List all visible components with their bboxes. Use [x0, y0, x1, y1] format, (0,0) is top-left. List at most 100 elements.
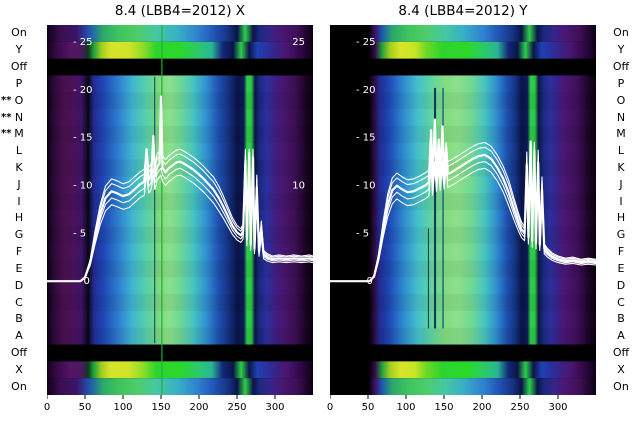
row-label-right: G	[616, 228, 626, 242]
star-marker: **	[1, 128, 12, 140]
y-tick-label-inner-left: - 5	[73, 228, 86, 239]
row-label-right: X	[617, 362, 625, 376]
row-label-right: I	[619, 194, 623, 208]
row-label-left: Off	[10, 60, 28, 74]
row-label-right: On	[613, 379, 629, 393]
row-label-left: D	[14, 278, 24, 292]
row-label-left: L	[15, 144, 23, 158]
row-label-left: C	[15, 295, 23, 309]
row-labels-right: On Y Off P O N M L K J I H G F E D C B A Off X On	[602, 0, 640, 440]
heatmap-main-band	[47, 75, 313, 345]
row-label-left: J	[17, 177, 21, 191]
x-tick-label: 250	[510, 402, 530, 413]
row-label-right: O	[616, 93, 626, 107]
x-tick-label: 50	[78, 402, 92, 413]
x-tick-label: 0	[326, 402, 334, 413]
panel-y: - 25 - 20 - 15 - 10 - 5 0	[330, 25, 596, 401]
row-label-right: Y	[617, 43, 625, 57]
row-label-right: C	[617, 295, 625, 309]
heatmap-vertical-line	[442, 87, 444, 329]
row-label-left: Y	[15, 43, 23, 57]
x-tick-label: 150	[434, 402, 454, 413]
x-axis-labels-x: 0 50 100 150 200 250 300	[43, 402, 313, 416]
heatmap-vertical-line	[154, 76, 156, 344]
row-label-left: F	[15, 245, 23, 259]
heatmap-main-band	[330, 75, 596, 345]
y-tick-label-inner-left: - 10	[73, 181, 93, 192]
y-tick-label-inner-left: - 15	[356, 133, 376, 144]
row-label-left: N	[14, 110, 24, 124]
x-tick-label: 250	[227, 402, 247, 413]
panel-title-y: 8.4 (LBB4=2012) Y	[398, 3, 528, 19]
heatmap-vertical-line	[434, 87, 437, 329]
row-label-left: H	[14, 211, 24, 225]
row-label-right: On	[613, 26, 629, 40]
row-label-right: H	[616, 211, 626, 225]
y-tick-label-inner-right: 25	[292, 37, 305, 48]
star-marker: **	[1, 111, 12, 123]
star-marker: **	[1, 94, 12, 106]
row-label-left: P	[15, 76, 23, 90]
heatmap-on-row	[47, 378, 313, 395]
y-tick-label-inner-left: 0	[367, 276, 373, 287]
row-labels-left: On Y Off P O ** N ** M ** L K J I H G F E D C B A Off X On	[0, 0, 38, 440]
white-trace-bundle	[330, 118, 596, 283]
row-label-left: I	[17, 194, 21, 208]
trace-main	[47, 95, 313, 283]
row-label-right: K	[617, 160, 625, 174]
y-tick-label-inner-left: 0	[84, 276, 90, 287]
row-label-right: Off	[612, 345, 630, 359]
row-label-left: E	[15, 261, 23, 275]
row-label-left: X	[15, 362, 23, 376]
row-label-left: B	[15, 312, 23, 326]
y-tick-label-inner-left: - 25	[356, 37, 376, 48]
x-axis-labels-y: 0 50 100 150 200 250 300	[326, 402, 596, 416]
panel-title-x: 8.4 (LBB4=2012) X	[114, 3, 246, 19]
row-label-right: D	[616, 278, 626, 292]
y-tick-label-inner-left: - 5	[356, 228, 369, 239]
row-label-right: E	[617, 261, 625, 275]
heatmap-bright-band-row	[47, 361, 313, 379]
x-tick-label: 300	[548, 402, 568, 413]
row-label-left: Off	[10, 345, 28, 359]
y-tick-label-inner-right: 10	[292, 181, 305, 192]
row-label-right: M	[616, 127, 626, 141]
row-label-right: N	[616, 110, 626, 124]
heatmap-on-row	[47, 25, 313, 42]
row-label-right: P	[617, 76, 625, 90]
x-tick-label: 200	[472, 402, 492, 413]
heatmap-bright-band-row	[330, 361, 596, 379]
row-label-right: Off	[612, 60, 630, 74]
y-tick-label-inner-left: - 10	[356, 181, 376, 192]
row-label-right: F	[617, 245, 625, 259]
x-tick-label: 50	[361, 402, 375, 413]
y-tick-label-inner-left: - 25	[73, 37, 93, 48]
x-tick-label: 150	[151, 402, 171, 413]
x-tick-label: 0	[43, 402, 51, 413]
heatmap-on-row	[330, 378, 596, 395]
white-trace-bundle	[47, 95, 313, 283]
x-tick-label: 200	[189, 402, 209, 413]
heatmap-bright-band-row	[47, 41, 313, 59]
heatmap-vertical-line	[161, 25, 163, 395]
row-label-left: M	[14, 127, 24, 141]
heatmap-on-row	[330, 25, 596, 42]
row-label-left: G	[14, 228, 24, 242]
y-tick-label-inner-left: - 15	[73, 133, 93, 144]
x-tick-label: 300	[265, 402, 285, 413]
heatmap-plot-x: - 25 - 20 - 15 - 10 - 5 0 25 10	[47, 25, 313, 399]
x-tick-label: 100	[113, 402, 133, 413]
heatmap-bright-band-row	[330, 41, 596, 59]
y-tick-label-inner-left: - 20	[73, 85, 93, 96]
row-label-left: K	[15, 160, 23, 174]
row-label-left: O	[14, 93, 24, 107]
row-label-right: B	[617, 312, 625, 326]
panel-x: - 25 - 20 - 15 - 10 - 5 0 25 10	[47, 25, 313, 401]
y-tick-label-inner-left: - 20	[356, 85, 376, 96]
heatmap-vertical-line	[427, 228, 429, 329]
row-label-left: A	[15, 329, 23, 343]
row-label-left: On	[11, 26, 27, 40]
row-label-left: On	[11, 379, 27, 393]
trace-main	[330, 118, 596, 283]
